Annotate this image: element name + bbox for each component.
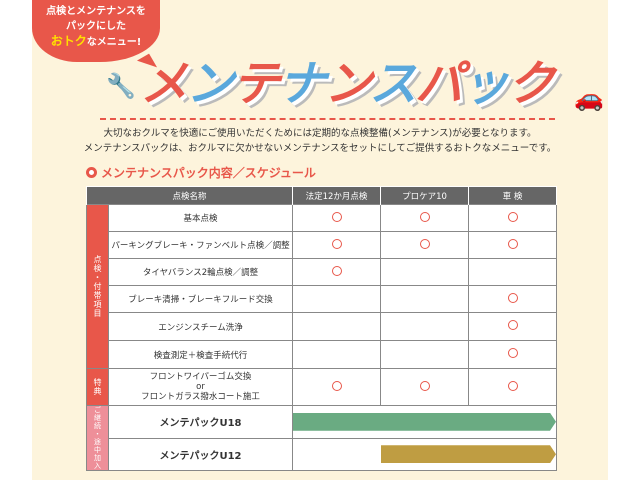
circle-mark-icon [331,380,342,391]
mark-cell [468,368,557,406]
header-shaken: 車 検 [468,186,557,205]
mark-cell [380,204,469,232]
circle-mark-icon [507,320,518,330]
table-row: タイヤバランス2輪点検／調整 [87,258,557,286]
table-row-pack: ご 継 続 ・ 途 中 加 入メンテパックU18 [86,405,557,471]
pack-timeline [292,405,557,439]
speech-bubble [32,0,160,62]
item-name: 検査測定＋検査手続代行 [108,340,293,369]
section-title: メンテナンスパック内容／スケジュール [101,166,316,180]
pack-coverage-bar [293,413,556,431]
header-procare: プロケア10 [380,186,469,205]
group-label: 特 典 [86,368,109,406]
table-row: 検査測定＋検査手続代行 [87,340,557,369]
circle-mark-icon [507,380,518,391]
bubble-line: パックにした [66,21,126,32]
table-row: ブレーキ清掃・ブレーキフルード交換 [87,285,557,313]
intro-line: 大切なおクルマを快適にご使用いただくためには定期的な点検整備(メンテナンス)が必… [103,128,537,139]
title-char: ン [324,56,371,112]
mark-cell [468,258,557,286]
table-row: パーキングブレーキ・ファンベルト点検／調整 [87,231,557,259]
mark-cell [292,368,381,406]
mark-cell [468,231,557,259]
circle-mark-icon [419,211,430,222]
item-name-line: or [196,382,205,392]
mark-cell [292,204,381,232]
item-name: タイヤバランス2輪点検／調整 [108,258,293,286]
circle-mark-icon [419,238,430,249]
mark-cell [292,312,381,341]
item-name: エンジンスチーム洗浄 [108,312,293,341]
section-heading: メンテナンスパック内容／スケジュール [86,164,316,181]
table-row: 特 典フロントワイパーゴム交換 or フロントガラス撥水コート施工 [86,368,557,406]
bubble-line: なメニュー! [86,37,142,48]
mark-cell [468,285,557,313]
table-row: 点 検 ・ 付 帯 項 目基本点検 [86,204,557,369]
dashed-divider [100,118,555,120]
mark-cell [292,340,381,369]
table-header-row: 点検名称 法定12か月点検 プロケア10 車 検 [86,186,557,205]
mark-cell [380,312,469,341]
schedule-table: 点検名称 法定12か月点検 プロケア10 車 検 点 検 ・ 付 帯 項 目基本… [86,186,557,471]
circle-mark-icon [507,211,518,222]
mark-cell [380,231,469,259]
title-char: ン [186,56,234,112]
table-row-pack: メンテパックU12 [87,437,557,471]
title-char: テ [232,56,280,112]
item-name-line: フロントワイパーゴム交換 [149,372,252,382]
mark-cell [468,312,557,341]
header-name: 点検名称 [86,186,293,205]
car-icon: 🚗 [574,84,604,112]
mark-cell [380,258,469,286]
mark-cell [380,285,469,313]
mark-cell [468,340,557,369]
circle-bullet-icon [86,167,97,178]
mark-cell [292,285,381,313]
mark-cell [380,340,469,369]
bubble-line: 点検とメンテナンスを [46,6,146,17]
circle-mark-icon [507,292,518,303]
mark-cell [292,231,381,259]
pack-name: メンテパックU12 [108,437,293,471]
title-char: パ [415,56,463,112]
intro-text: 大切なおクルマを快適にご使用いただくためには定期的な点検整備(メンテナンス)が必… [70,126,570,156]
title-char: ス [369,56,417,112]
group-label: ご 継 続 ・ 途 中 加 入 [86,405,109,471]
mark-cell [292,258,381,286]
circle-mark-icon [507,348,518,358]
group-label: 点 検 ・ 付 帯 項 目 [86,204,109,369]
mark-cell [468,204,557,232]
table-row: エンジンスチーム洗浄 [87,312,557,341]
wrench-icon: 🔧 [106,72,136,100]
pack-coverage-bar [381,445,556,463]
mark-cell [380,368,469,406]
item-name: パーキングブレーキ・ファンベルト点検／調整 [108,231,293,259]
circle-mark-icon [419,380,430,391]
header-12month: 法定12か月点検 [292,186,381,205]
bubble-highlight: おトク [50,34,87,48]
circle-mark-icon [331,265,342,276]
item-name: 基本点検 [108,204,293,232]
item-name: ブレーキ清掃・ブレーキフルード交換 [108,285,293,313]
title-char: メ [140,56,188,112]
pack-name: メンテパックU18 [108,405,293,439]
item-name-line: フロントガラス撥水コート施工 [141,392,260,402]
title-char: ナ [278,56,326,112]
title-char: ッ [461,56,509,112]
bubble-text: 点検とメンテナンスを パックにした おトクなメニュー! [36,4,156,50]
intro-line: メンテナンスパックは、おクルマに欠かせないメンテナンスをセットにしてご提供するお… [83,143,557,154]
title-char: ク [507,56,555,112]
circle-mark-icon [331,211,342,222]
item-name: フロントワイパーゴム交換 or フロントガラス撥水コート施工 [108,368,293,406]
pack-timeline [292,437,557,471]
circle-mark-icon [331,238,342,249]
circle-mark-icon [507,238,518,249]
page-title: メンテナンスパック [140,56,555,112]
